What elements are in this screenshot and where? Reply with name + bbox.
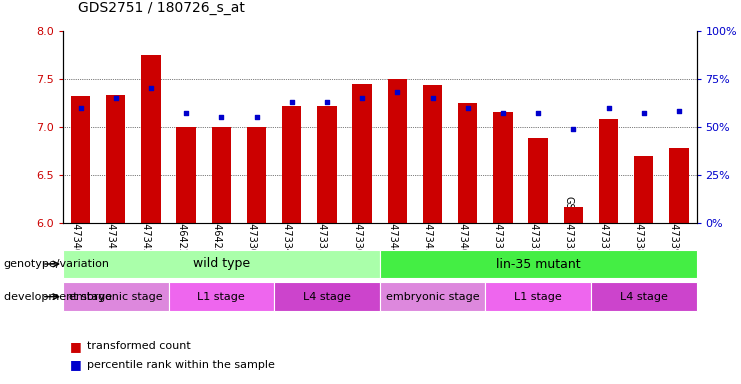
- Point: [286, 99, 298, 105]
- Bar: [247, 127, 266, 223]
- Text: L1 stage: L1 stage: [514, 291, 562, 302]
- Point: [568, 126, 579, 132]
- Bar: [274, 282, 380, 311]
- Point: [532, 110, 544, 116]
- Bar: [353, 84, 372, 223]
- Point: [145, 85, 157, 91]
- Text: embryonic stage: embryonic stage: [69, 291, 162, 302]
- Text: transformed count: transformed count: [87, 341, 190, 351]
- Text: development stage: development stage: [4, 291, 112, 302]
- Bar: [176, 127, 196, 223]
- Point: [497, 110, 509, 116]
- Bar: [528, 138, 548, 223]
- Point: [216, 114, 227, 120]
- Point: [321, 99, 333, 105]
- Text: L4 stage: L4 stage: [619, 291, 668, 302]
- Bar: [423, 86, 442, 223]
- Text: percentile rank within the sample: percentile rank within the sample: [87, 360, 275, 370]
- Bar: [599, 119, 618, 223]
- Point: [427, 95, 439, 101]
- Point: [110, 95, 122, 101]
- Text: GDS2751 / 180726_s_at: GDS2751 / 180726_s_at: [78, 2, 245, 15]
- Bar: [564, 207, 583, 223]
- Point: [356, 95, 368, 101]
- Bar: [485, 282, 591, 311]
- Point: [638, 110, 650, 116]
- Point: [673, 108, 685, 114]
- Text: ■: ■: [70, 340, 86, 353]
- Text: embryonic stage: embryonic stage: [386, 291, 479, 302]
- Bar: [379, 250, 697, 278]
- Point: [180, 110, 192, 116]
- Bar: [71, 96, 90, 223]
- Bar: [63, 250, 379, 278]
- Bar: [169, 282, 274, 311]
- Text: wild type: wild type: [193, 258, 250, 270]
- Bar: [282, 106, 302, 223]
- Bar: [634, 156, 654, 223]
- Bar: [212, 127, 231, 223]
- Text: L4 stage: L4 stage: [303, 291, 351, 302]
- Text: L1 stage: L1 stage: [198, 291, 245, 302]
- Point: [391, 89, 403, 95]
- Bar: [591, 282, 697, 311]
- Point: [462, 104, 473, 111]
- Bar: [494, 112, 513, 223]
- Bar: [388, 79, 407, 223]
- Bar: [669, 148, 688, 223]
- Bar: [142, 55, 161, 223]
- Bar: [63, 282, 169, 311]
- Bar: [379, 282, 485, 311]
- Bar: [458, 103, 477, 223]
- Text: ■: ■: [70, 358, 86, 371]
- Bar: [106, 95, 125, 223]
- Point: [250, 114, 262, 120]
- Point: [602, 104, 614, 111]
- Bar: [317, 106, 336, 223]
- Text: lin-35 mutant: lin-35 mutant: [496, 258, 580, 270]
- Point: [75, 104, 87, 111]
- Text: genotype/variation: genotype/variation: [4, 259, 110, 269]
